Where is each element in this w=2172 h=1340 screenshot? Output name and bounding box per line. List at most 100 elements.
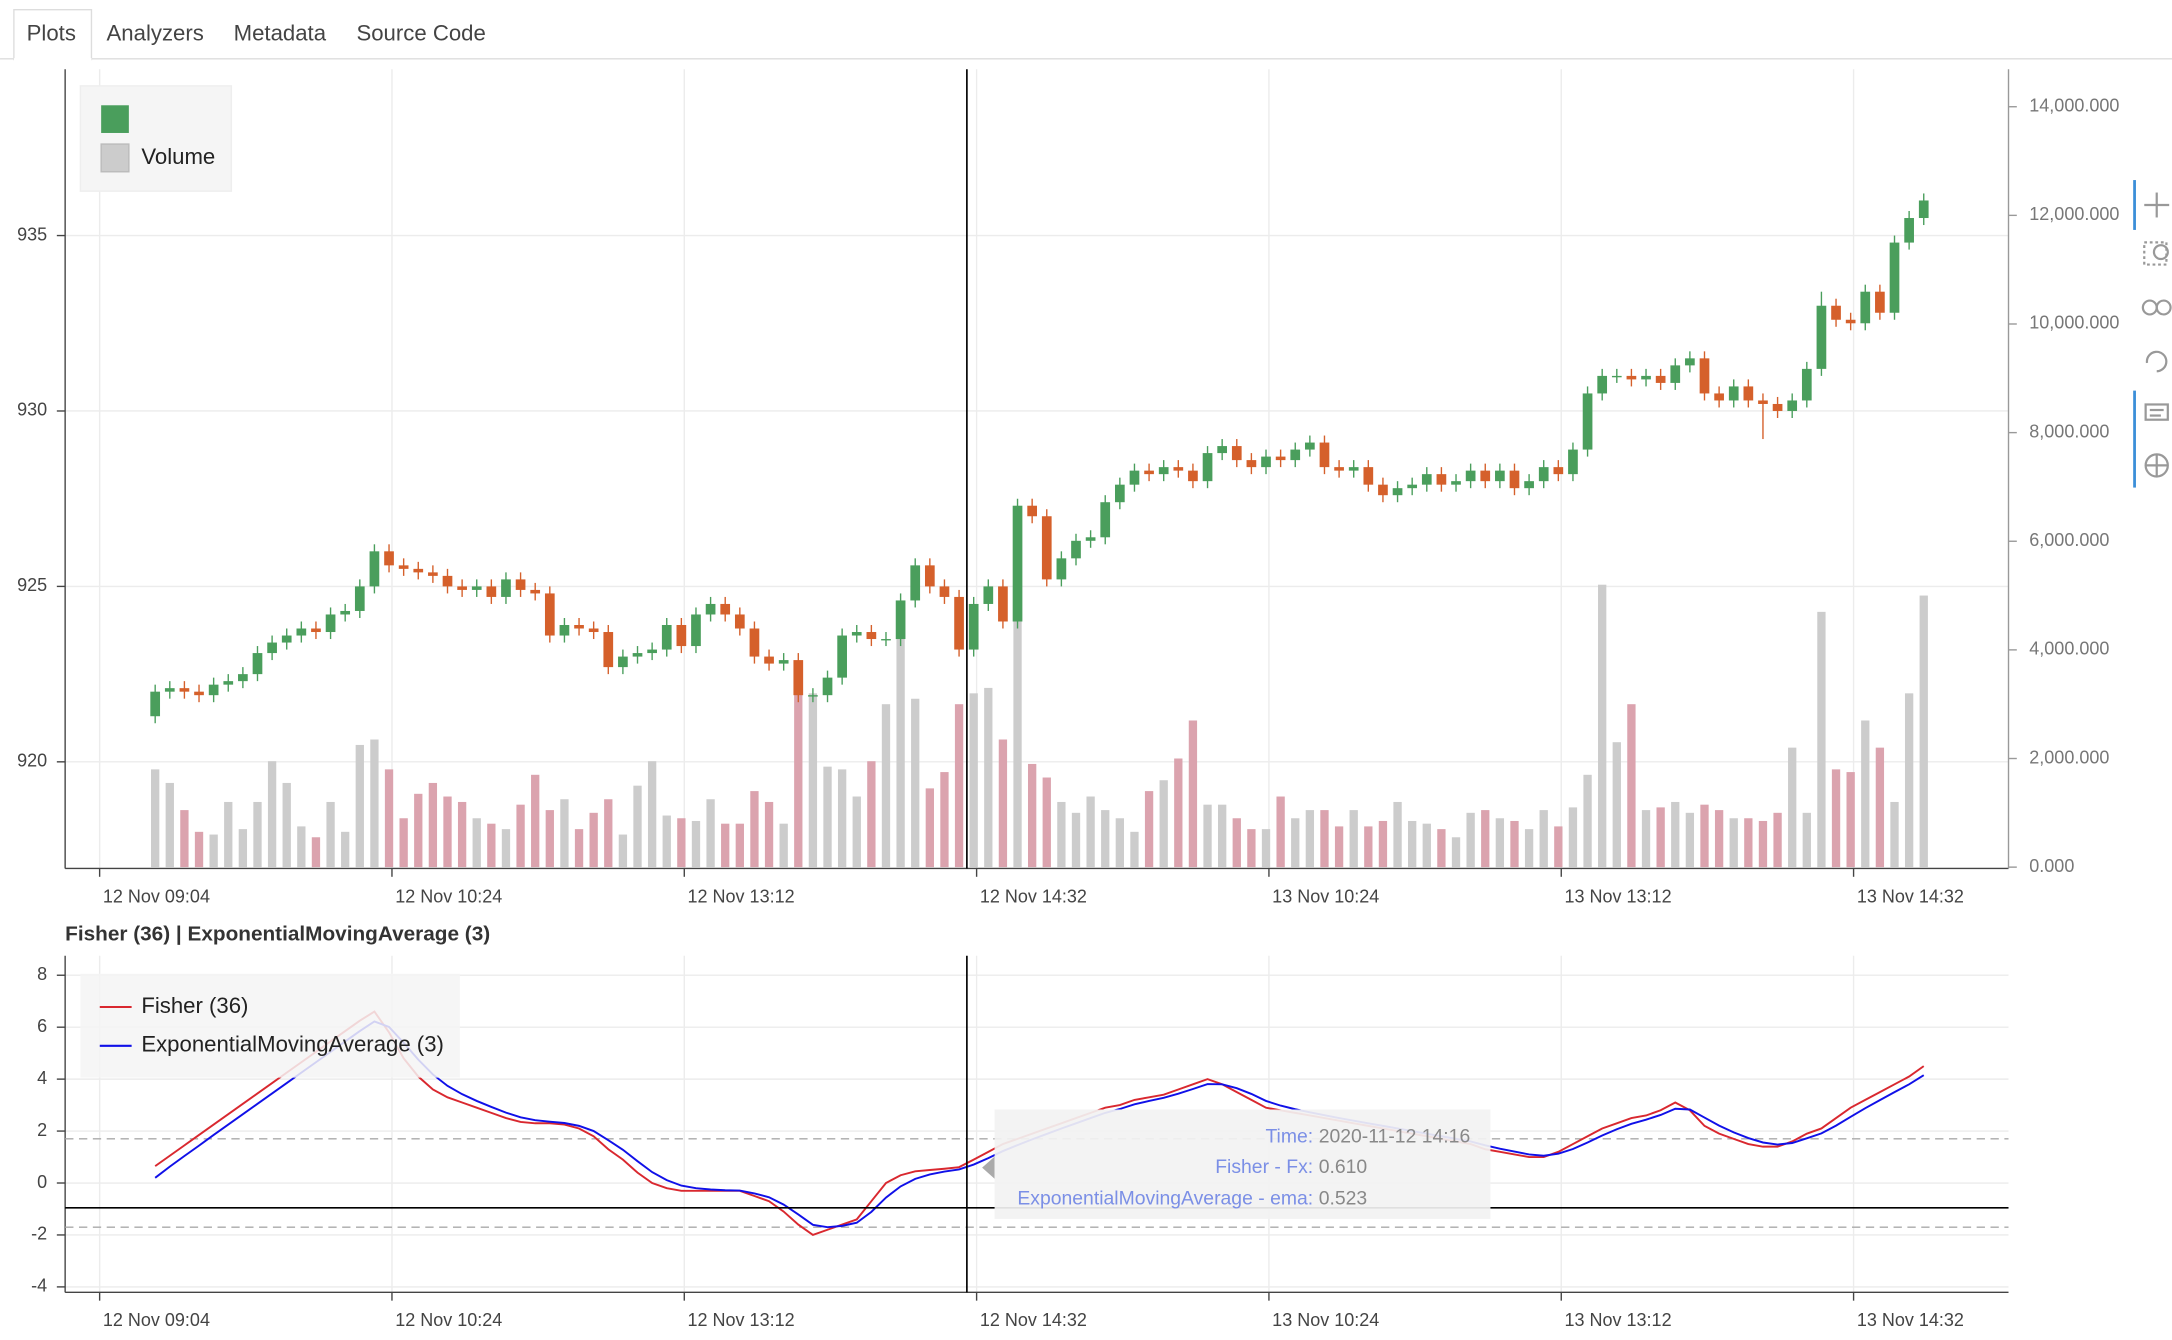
candle-body: [164, 688, 175, 692]
volume-bar: [1232, 818, 1241, 868]
y2-tick-label: 8,000.000: [2029, 421, 2109, 441]
tab[interactable]: Plots: [27, 20, 76, 45]
volume-bar: [1144, 791, 1154, 868]
candle-body: [1860, 291, 1871, 324]
candle-body: [1319, 442, 1330, 468]
candle-body: [501, 579, 511, 597]
candle-body: [428, 572, 438, 576]
volume-bar: [355, 744, 364, 868]
box-zoom-tool[interactable]: [2143, 241, 2169, 266]
candle-body: [1568, 449, 1578, 475]
tooltip-box: [994, 1109, 1491, 1219]
candle-body: [1524, 481, 1534, 489]
volume-bar: [1788, 747, 1797, 868]
x-tick-label: 12 Nov 14:32: [980, 1310, 1087, 1330]
x-tick-label: 13 Nov 14:32: [1857, 1310, 1964, 1330]
volume-bar: [1174, 758, 1183, 868]
candle-body: [150, 691, 161, 717]
tab[interactable]: Metadata: [234, 20, 327, 45]
volume-bar: [1919, 595, 1928, 868]
candle-body: [574, 625, 584, 629]
y-tick-label: 6: [37, 1016, 47, 1036]
candle-body: [691, 614, 701, 647]
y2-tick-label: 10,000.000: [2029, 313, 2119, 333]
candle-body: [311, 628, 321, 633]
volume-bar: [1846, 772, 1855, 868]
candle-body: [793, 660, 804, 696]
candle-body: [457, 586, 467, 590]
legend-box: [79, 85, 233, 192]
volume-bar: [1422, 823, 1431, 868]
candle-body: [1816, 305, 1827, 369]
candle-body: [705, 603, 716, 615]
candle-body: [442, 575, 453, 587]
x-tick-label: 12 Nov 10:24: [395, 886, 502, 906]
hover-tool[interactable]: [2144, 403, 2169, 421]
candle-body: [267, 642, 277, 654]
crosshair-tool[interactable]: [2144, 453, 2169, 478]
x-tick-label: 13 Nov 13:12: [1565, 886, 1672, 906]
candle-body: [837, 635, 847, 678]
candle-body: [983, 586, 994, 604]
candle-body: [281, 635, 292, 643]
volume-bar: [735, 823, 744, 868]
tooltip-value: 0.523: [1319, 1188, 1368, 1210]
volume-bar: [1437, 829, 1446, 868]
tooltip-value: 0.610: [1319, 1156, 1368, 1178]
legend-label: Volume: [141, 144, 215, 169]
y2-tick-label: 6,000.000: [2029, 530, 2109, 550]
volume-bar: [1627, 704, 1636, 868]
wheel-zoom-tool[interactable]: [2141, 299, 2172, 316]
candle-body: [895, 600, 906, 640]
candle-body: [1348, 467, 1359, 471]
candle-body: [238, 674, 248, 682]
candle-body: [1875, 291, 1885, 313]
tooltip-label: ExponentialMovingAverage - ema:: [1017, 1188, 1313, 1210]
candle-body: [588, 628, 599, 633]
volume-bar: [1451, 837, 1461, 868]
candle-body: [194, 691, 204, 696]
volume-bar: [1641, 810, 1651, 868]
volume-bar: [1685, 812, 1695, 868]
y2-tick-label: 14,000.000: [2029, 95, 2119, 115]
reset-tool[interactable]: [2145, 350, 2168, 373]
volume-bar: [1729, 818, 1738, 868]
volume-bar: [443, 796, 452, 868]
toolbar-active-bar: [2133, 390, 2136, 488]
panel-title: Fisher (36) | ExponentialMovingAverage (…: [65, 922, 490, 945]
volume-bar: [1027, 763, 1037, 868]
y-tick-label: 920: [17, 751, 47, 771]
x-tick-label: 13 Nov 10:24: [1272, 886, 1379, 906]
volume-bar: [282, 782, 291, 868]
volume-bar: [954, 704, 964, 868]
volume-bar: [1042, 777, 1051, 868]
x-tick-label: 12 Nov 09:04: [103, 886, 210, 906]
candle-body: [1611, 375, 1622, 378]
candle-body: [1772, 403, 1783, 411]
volume-bar: [1013, 606, 1022, 868]
volume-bar: [457, 801, 467, 868]
tab[interactable]: Source Code: [356, 20, 485, 45]
candle-body: [544, 593, 555, 636]
tab[interactable]: Analyzers: [107, 20, 204, 45]
candle-body: [486, 586, 497, 597]
candle-body: [1699, 358, 1710, 394]
candle-body: [559, 625, 570, 636]
volume-bar: [823, 766, 832, 868]
candle-body: [1085, 537, 1096, 541]
candle-body: [1363, 467, 1374, 485]
pan-tool[interactable]: [2144, 192, 2170, 218]
volume-bar: [1583, 774, 1592, 868]
candle-body: [924, 565, 935, 587]
volume-bar: [1904, 693, 1914, 868]
candle-body: [618, 656, 628, 668]
candle-body: [1436, 474, 1447, 485]
candle-body: [1114, 484, 1125, 503]
volume-bar: [487, 823, 496, 868]
candle-body: [1129, 470, 1140, 485]
y-tick-label: -2: [31, 1224, 47, 1244]
candle-body: [1144, 470, 1154, 475]
volume-bar: [341, 831, 350, 868]
volume-bar: [604, 799, 613, 868]
